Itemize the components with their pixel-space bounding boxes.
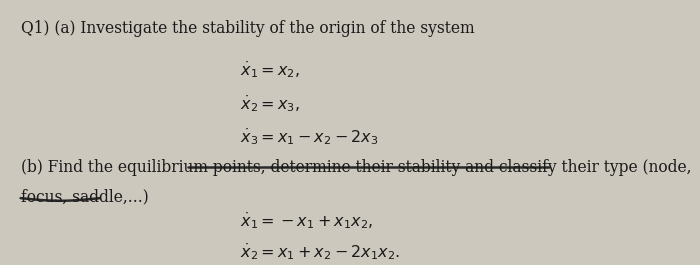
Text: $\dot{x}_1 = x_2,$: $\dot{x}_1 = x_2,$ — [239, 60, 300, 80]
Text: focus, saddle,...): focus, saddle,...) — [20, 188, 148, 205]
Text: $\dot{x}_2 = x_1 + x_2 - 2x_1 x_2.$: $\dot{x}_2 = x_1 + x_2 - 2x_1 x_2.$ — [239, 241, 400, 262]
Text: $\dot{x}_3 = x_1 - x_2 - 2x_3$: $\dot{x}_3 = x_1 - x_2 - 2x_3$ — [239, 126, 378, 147]
Text: (b) Find the equilibrium points, determine their stability and classify their ty: (b) Find the equilibrium points, determi… — [20, 159, 691, 176]
Text: $\dot{x}_2 = x_3,$: $\dot{x}_2 = x_3,$ — [239, 93, 300, 114]
Text: $\dot{x}_1 = -x_1 + x_1 x_2,$: $\dot{x}_1 = -x_1 + x_1 x_2,$ — [239, 210, 372, 231]
Text: Q1) (a) Investigate the stability of the origin of the system: Q1) (a) Investigate the stability of the… — [20, 20, 474, 37]
